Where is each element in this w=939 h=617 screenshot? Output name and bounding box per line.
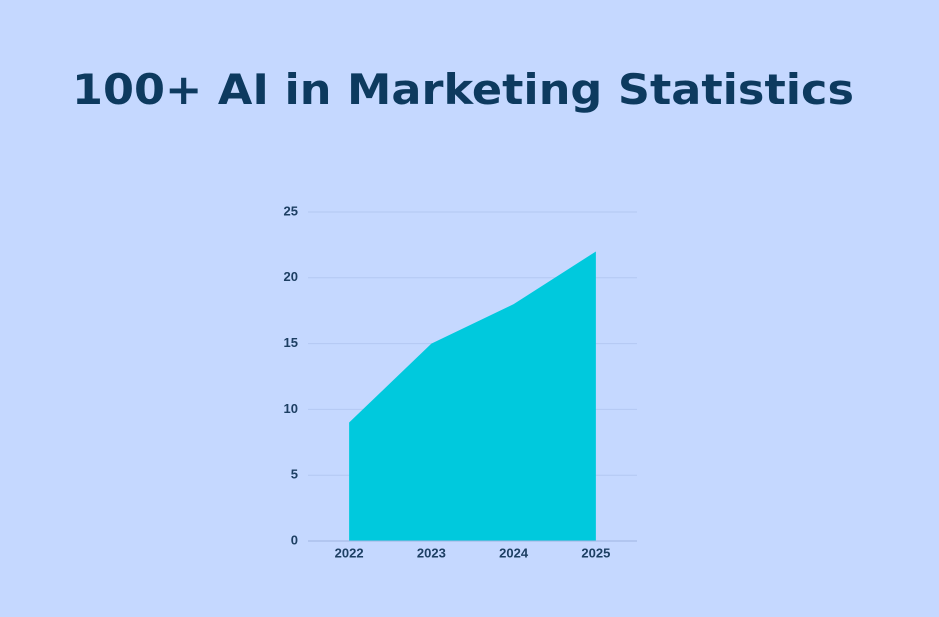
x-tick-label: 2022 xyxy=(335,545,364,560)
y-tick-label: 15 xyxy=(284,335,298,350)
x-tick-label: 2025 xyxy=(581,545,610,560)
y-tick-label: 20 xyxy=(284,269,298,284)
x-tick-label: 2023 xyxy=(417,545,446,560)
x-tick-label: 2024 xyxy=(499,545,529,560)
y-tick-label: 5 xyxy=(291,467,298,482)
y-tick-label: 25 xyxy=(284,203,298,218)
area xyxy=(349,251,596,542)
page-title: 100+ AI in Marketing Statistics xyxy=(72,65,854,114)
y-tick-label: 0 xyxy=(291,532,298,547)
y-tick-label: 10 xyxy=(284,401,298,416)
